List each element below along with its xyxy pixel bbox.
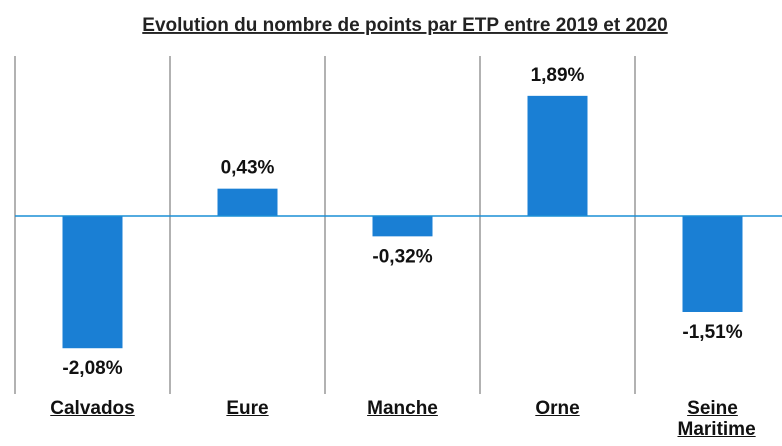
value-label: -2,08% bbox=[62, 358, 122, 379]
x-tick-label: Calvados bbox=[50, 398, 135, 419]
bar bbox=[62, 216, 123, 349]
chart-title: Evolution du nombre de points par ETP en… bbox=[142, 15, 667, 36]
x-tick-label: Manche bbox=[367, 398, 438, 419]
x-tick-label: Seine Maritime bbox=[677, 398, 756, 440]
bar bbox=[682, 216, 743, 312]
bar bbox=[217, 188, 278, 216]
value-label: -0,32% bbox=[372, 246, 432, 267]
value-label: 1,89% bbox=[531, 65, 585, 86]
x-tick-label: Orne bbox=[535, 398, 580, 419]
x-tick-label: Eure bbox=[226, 398, 269, 419]
value-label: 0,43% bbox=[221, 158, 275, 179]
bar bbox=[527, 95, 588, 216]
bar bbox=[372, 216, 433, 237]
value-label: -1,51% bbox=[682, 322, 742, 343]
